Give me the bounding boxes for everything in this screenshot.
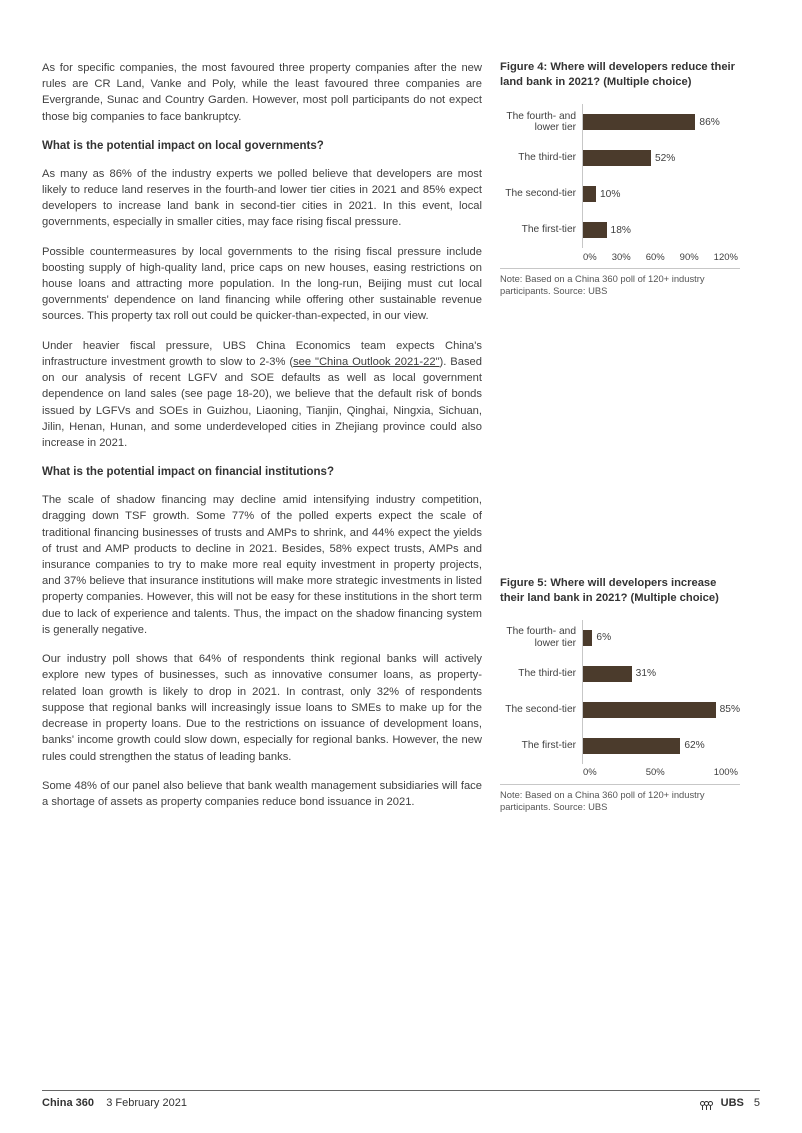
chart-value-label: 31% — [636, 668, 656, 679]
body-paragraph: Our industry poll shows that 64% of resp… — [42, 651, 482, 765]
chart-row: The second-tier 10% — [500, 176, 740, 212]
axis-tick: 90% — [680, 252, 699, 263]
figure-note: Note: Based on a China 360 poll of 120+ … — [500, 273, 740, 297]
section-heading: What is the potential impact on local go… — [42, 138, 482, 155]
axis-tick: 100% — [714, 767, 738, 778]
footer-brand: China 360 — [42, 1097, 94, 1109]
chart-category: The fourth- and lower tier — [500, 626, 582, 649]
axis-tick: 120% — [714, 252, 738, 263]
chart-row: The third-tier 31% — [500, 656, 740, 692]
chart-value-label: 10% — [600, 189, 620, 200]
figure-spacer — [500, 324, 740, 576]
body-paragraph: As many as 86% of the industry experts w… — [42, 166, 482, 231]
figure-4: Figure 4: Where will developers reduce t… — [500, 60, 740, 298]
chart-value-label: 85% — [720, 704, 740, 715]
chart-bar — [583, 114, 695, 130]
body-paragraph: The scale of shadow financing may declin… — [42, 492, 482, 638]
section-heading: What is the potential impact on financia… — [42, 464, 482, 481]
axis-tick: 60% — [646, 252, 665, 263]
body-paragraph: Some 48% of our panel also believe that … — [42, 778, 482, 810]
chart-row: The fourth- and lower tier 86% — [500, 104, 740, 140]
axis-tick: 0% — [583, 252, 597, 263]
chart-value-label: 6% — [596, 632, 611, 643]
page-footer: China 360 3 February 2021 UBS 5 — [42, 1090, 760, 1109]
figure-title: Figure 5: Where will developers increase… — [500, 576, 740, 606]
chart-bar — [583, 186, 596, 202]
chart-value-label: 86% — [699, 117, 719, 128]
footer-logo-text: UBS — [721, 1097, 744, 1109]
chart-row: The second-tier 85% — [500, 692, 740, 728]
chart-row: The first-tier 62% — [500, 728, 740, 764]
footer-date: 3 February 2021 — [106, 1097, 187, 1109]
axis-tick: 50% — [646, 767, 665, 778]
chart-axis: 0% 50% 100% — [500, 764, 740, 782]
text-run: ). Based on our analysis of recent LGFV … — [42, 356, 482, 449]
chart-value-label: 52% — [655, 153, 675, 164]
chart-value-label: 62% — [684, 740, 704, 751]
figure-title: Figure 4: Where will developers reduce t… — [500, 60, 740, 90]
footer-left: China 360 3 February 2021 — [42, 1097, 187, 1109]
axis-tick: 30% — [612, 252, 631, 263]
page-number: 5 — [754, 1097, 760, 1109]
chart-bar — [583, 702, 716, 718]
chart-row: The fourth- and lower tier 6% — [500, 620, 740, 656]
chart-category: The first-tier — [500, 224, 582, 236]
chart-value-label: 18% — [611, 225, 631, 236]
chart-bar — [583, 666, 632, 682]
body-paragraph: Under heavier fiscal pressure, UBS China… — [42, 338, 482, 452]
chart-bar — [583, 738, 680, 754]
body-paragraph: Possible countermeasures by local govern… — [42, 244, 482, 325]
figure-note: Note: Based on a China 360 poll of 120+ … — [500, 789, 740, 813]
chart-category: The second-tier — [500, 704, 582, 716]
main-column: As for specific companies, the most favo… — [42, 60, 482, 839]
chart-bar — [583, 150, 651, 166]
side-column: Figure 4: Where will developers reduce t… — [500, 60, 740, 839]
figure-5: Figure 5: Where will developers increase… — [500, 576, 740, 814]
bar-chart: The fourth- and lower tier 6% The third-… — [500, 614, 740, 785]
axis-tick: 0% — [583, 767, 597, 778]
body-paragraph: As for specific companies, the most favo… — [42, 60, 482, 125]
chart-bar — [583, 222, 607, 238]
bar-chart: The fourth- and lower tier 86% The third… — [500, 98, 740, 269]
chart-category: The third-tier — [500, 152, 582, 164]
footer-right: UBS 5 — [701, 1097, 760, 1109]
chart-category: The fourth- and lower tier — [500, 111, 582, 134]
chart-bar — [583, 630, 592, 646]
chart-category: The third-tier — [500, 668, 582, 680]
ubs-logo-icon — [701, 1101, 713, 1106]
chart-row: The third-tier 52% — [500, 140, 740, 176]
chart-axis: 0% 30% 60% 90% 120% — [500, 248, 740, 266]
chart-category: The second-tier — [500, 188, 582, 200]
chart-category: The first-tier — [500, 740, 582, 752]
chart-row: The first-tier 18% — [500, 212, 740, 248]
inline-link[interactable]: see "China Outlook 2021-22" — [293, 356, 439, 368]
